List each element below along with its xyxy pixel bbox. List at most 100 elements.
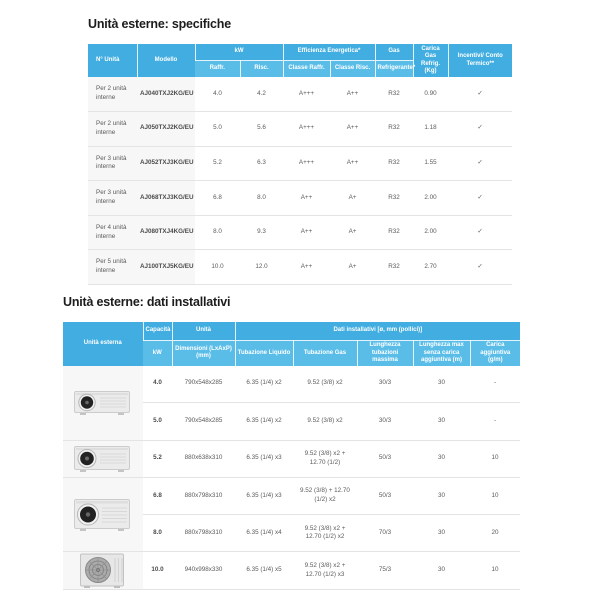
section-title-specifiche: Unità esterne: specifiche [88,17,231,31]
cell-kw-risc: 9.3 [240,215,283,251]
col-group-efficienza: Efficienza Energetica* [282,44,376,61]
cell-gas: R32 [375,180,414,216]
checkmark-icon: ✓ [448,77,513,113]
cell-classe-raffr: A+++ [283,111,330,147]
cell-carica-aggiuntiva: - [470,402,521,441]
cell-classe-risc: A++ [330,111,376,147]
checkmark-icon: ✓ [448,180,513,216]
cell-classe-risc: A+ [330,180,376,216]
cell-kw-raffr: 5.2 [195,146,240,182]
cell-classe-raffr: A++ [283,180,330,216]
cell-kw-risc: 8.0 [240,180,283,216]
cell-tubazione-gas: 9.52 (3/8) x2 + 12.70 (1/2) x3 [293,551,357,590]
cell-carica: 2.70 [413,249,449,286]
outdoor-unit-small-image [63,365,143,441]
cell-n-unita: Per 2 unità interne [88,77,137,113]
col-header-kw-raffr: Raffr. [195,60,240,77]
cell-carica-aggiuntiva: 10 [470,440,521,478]
checkmark-icon: ✓ [448,249,513,286]
col-header-unita-esterna: Unità esterna [63,322,143,366]
cell-kw-risc: 5.6 [240,111,283,147]
install-row-5-2: 5.2 880x638x310 6.35 (1/4) x3 9.52 (3/8)… [63,440,521,478]
cell-n-unita: Per 3 unità interne [88,180,137,216]
cell-kw-raffr: 10.0 [195,249,240,286]
cell-gas: R32 [375,111,414,147]
col-group-capacita: Capacità [142,322,172,341]
cell-tubazione-liquido: 6.35 (1/4) x3 [235,477,293,516]
cell-tubazione-liquido: 6.35 (1/4) x2 [235,402,293,441]
specifiche-table: N° Unità Modello kW Efficienza Energetic… [88,44,513,286]
cell-carica: 1.55 [413,146,449,182]
cell-kw-raffr: 6.8 [195,180,240,216]
cell-carica: 2.00 [413,215,449,251]
install-row-5-0: 5.0 790x548x285 6.35 (1/4) x2 9.52 (3/8)… [63,402,521,441]
cell-modello: AJ080TXJ4KG/EU [137,215,195,251]
cell-tubazione-liquido: 6.35 (1/4) x4 [235,514,293,553]
cell-tubazione-gas: 9.52 (3/8) x2 [293,402,357,441]
cell-lunghezza-senza-carica: 30 [413,514,470,553]
spec-row-aj040: Per 2 unità interne AJ040TXJ2KG/EU 4.0 4… [88,77,513,113]
cell-capacita: 5.2 [143,440,172,478]
outdoor-unit-illustration [80,553,124,588]
cell-n-unita: Per 3 unità interne [88,146,137,182]
col-header-carica-gas: Carica Gas Refrig. (Kg) [412,44,449,77]
cell-classe-risc: A+ [330,249,376,286]
cell-gas: R32 [375,146,414,182]
cell-carica-aggiuntiva: 10 [470,477,521,516]
cell-kw-raffr: 5.0 [195,111,240,147]
install-row-8-0: 8.0 880x798x310 6.35 (1/4) x4 9.52 (3/8)… [63,514,521,553]
section-specifiche: Unità esterne: specifiche N° Unità Model… [88,17,513,286]
cell-modello: AJ100TXJ5KG/EU [137,249,195,286]
cell-modello: AJ068TXJ3KG/EU [137,180,195,216]
cell-tubazione-gas: 9.52 (3/8) x2 + 12.70 (1/2) x2 [293,514,357,553]
outdoor-unit-medium-tall-image [63,477,143,553]
cell-kw-risc: 4.2 [240,77,283,113]
cell-carica: 0.90 [413,77,449,113]
cell-lunghezza-massima: 30/3 [357,365,413,404]
outdoor-unit-illustration [74,498,130,531]
cell-lunghezza-massima: 70/3 [357,514,413,553]
col-group-gas: Gas [374,44,414,61]
cell-dimensioni: 880x798x310 [172,477,235,516]
col-header-classe-raffr: Classe Raffr. [282,60,330,77]
spec-row-aj100: Per 5 unità interne AJ100TXJ5KG/EU 10.0 … [88,249,513,286]
cell-dimensioni: 880x798x310 [172,514,235,553]
cell-dimensioni: 790x548x285 [172,365,235,404]
cell-gas: R32 [375,215,414,251]
col-group-unita: Unità [171,322,235,341]
cell-capacita: 4.0 [143,365,172,404]
cell-capacita: 10.0 [143,551,172,590]
cell-tubazione-gas: 9.52 (3/8) x2 [293,365,357,404]
outdoor-unit-large-image [63,551,143,590]
cell-kw-raffr: 8.0 [195,215,240,251]
col-header-dimensioni: Dimensioni (LxAxP) (mm) [171,340,235,366]
cell-classe-raffr: A+++ [283,146,330,182]
section-dati-installativi: Unità esterne: dati installativi Unità e… [63,295,521,590]
section-title-dati-installativi: Unità esterne: dati installativi [63,295,231,309]
col-group-dati-installativi: Dati installativi [ø, mm (pollici)] [234,322,521,341]
spec-row-aj050: Per 2 unità interne AJ050TXJ2KG/EU 5.0 5… [88,111,513,147]
cell-carica-aggiuntiva: 10 [470,551,521,590]
cell-lunghezza-senza-carica: 30 [413,440,470,478]
checkmark-icon: ✓ [448,111,513,147]
outdoor-unit-illustration [74,390,130,415]
cell-tubazione-gas: 9.52 (3/8) x2 + 12.70 (1/2) [293,440,357,478]
cell-modello: AJ040TXJ2KG/EU [137,77,195,113]
spec-row-aj068: Per 3 unità interne AJ068TXJ3KG/EU 6.8 8… [88,180,513,216]
cell-tubazione-liquido: 6.35 (1/4) x2 [235,365,293,404]
cell-lunghezza-massima: 75/3 [357,551,413,590]
col-header-lunghezza-massima: Lunghezza tubazioni massima [356,340,413,366]
cell-n-unita: Per 2 unità interne [88,111,137,147]
cell-classe-raffr: A++ [283,215,330,251]
cell-capacita: 6.8 [143,477,172,516]
cell-classe-raffr: A+++ [283,77,330,113]
cell-kw-raffr: 4.0 [195,77,240,113]
col-header-classe-risc: Classe Risc. [329,60,376,77]
cell-tubazione-gas: 9.52 (3/8) + 12.70 (1/2) x2 [293,477,357,516]
col-header-n-unita: N° Unità [88,44,137,77]
spec-row-aj052: Per 3 unità interne AJ052TXJ3KG/EU 5.2 6… [88,146,513,182]
cell-tubazione-liquido: 6.35 (1/4) x5 [235,551,293,590]
install-row-6-8: 6.8 880x798x310 6.35 (1/4) x3 9.52 (3/8)… [63,477,521,553]
outdoor-unit-medium-image [63,440,143,478]
